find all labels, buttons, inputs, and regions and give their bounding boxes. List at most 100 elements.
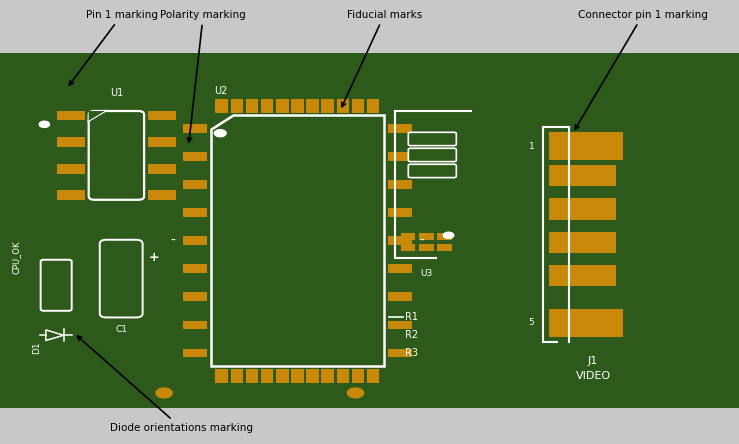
FancyBboxPatch shape [409,164,457,178]
Bar [419,233,434,240]
Bar [183,293,207,301]
Bar [245,369,259,383]
Bar [549,265,616,286]
Bar [549,309,623,337]
Bar [57,164,85,174]
Bar [321,369,334,383]
Bar [321,99,334,113]
Bar [57,137,85,147]
Bar [183,321,207,329]
Bar [437,166,452,176]
Bar [183,237,207,246]
Bar [148,164,176,174]
Text: -: - [420,234,424,248]
Bar [336,369,349,383]
Bar [388,349,412,357]
Bar [291,369,304,383]
Polygon shape [89,111,105,121]
Bar [183,180,207,189]
Polygon shape [211,115,384,366]
Bar [276,99,288,113]
FancyBboxPatch shape [409,132,457,146]
Text: 1: 1 [528,142,534,151]
Text: D1: D1 [33,341,41,353]
Bar [57,190,85,200]
Text: J1: J1 [588,356,598,366]
Circle shape [214,130,226,137]
Bar [0,53,739,408]
Bar [105,285,137,313]
Bar [307,369,319,383]
Bar [549,198,616,220]
Bar [148,137,176,147]
Bar [231,369,243,383]
Bar [388,124,412,133]
Text: R3: R3 [405,348,418,358]
Bar [549,165,616,186]
Text: U1: U1 [110,87,123,98]
Bar [276,369,288,383]
Bar [388,237,412,246]
Bar [216,99,228,113]
Text: Connector pin 1 marking: Connector pin 1 marking [575,10,708,129]
Bar [388,180,412,189]
Bar [412,150,427,160]
Text: Polarity marking: Polarity marking [160,10,246,142]
FancyBboxPatch shape [409,148,457,162]
Bar [261,99,273,113]
Bar [307,99,319,113]
FancyBboxPatch shape [89,111,144,200]
Text: Diode orientations marking: Diode orientations marking [78,336,253,433]
Bar [388,208,412,217]
Bar [388,265,412,274]
Bar [45,264,67,282]
Bar [367,369,380,383]
Bar [437,244,452,251]
Bar [183,208,207,217]
Bar [57,111,85,120]
Text: C1: C1 [115,325,127,334]
Circle shape [39,121,50,127]
Text: U3: U3 [420,269,432,278]
Text: -: - [171,234,175,248]
Bar [437,134,452,144]
Bar [388,321,412,329]
Bar [437,233,452,240]
Bar [291,99,304,113]
Bar [549,232,616,253]
Bar [148,111,176,120]
Bar [401,244,415,251]
Bar [245,99,259,113]
Bar [105,244,137,272]
Bar [388,152,412,161]
Circle shape [443,232,454,238]
Text: Pin 1 marking: Pin 1 marking [69,10,158,85]
FancyBboxPatch shape [41,260,72,311]
Bar [45,289,67,306]
Circle shape [347,388,364,398]
Bar [148,190,176,200]
Circle shape [156,388,172,398]
Bar [183,152,207,161]
Text: +: + [149,251,159,264]
Text: R1: R1 [405,313,418,322]
Bar [261,369,273,383]
Bar [367,99,380,113]
Bar [336,99,349,113]
Text: CPU_OK: CPU_OK [12,241,21,274]
Bar [401,233,415,240]
Text: R2: R2 [405,330,418,340]
Text: 5: 5 [528,318,534,327]
Bar [352,369,364,383]
Bar [216,369,228,383]
Bar [412,166,427,176]
Text: VIDEO: VIDEO [576,371,610,381]
Bar [419,244,434,251]
Text: U2: U2 [214,86,228,96]
Bar [549,132,623,160]
Bar [183,265,207,274]
Bar [388,293,412,301]
Bar [412,134,427,144]
Bar [183,124,207,133]
Bar [183,349,207,357]
